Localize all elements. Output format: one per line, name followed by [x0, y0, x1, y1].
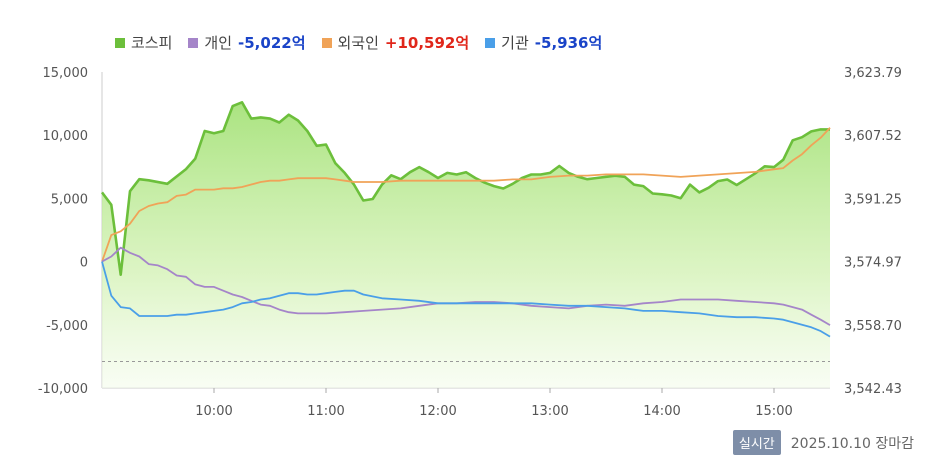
legend-name: 개인 — [204, 34, 233, 52]
legend-item[interactable]: 외국인 +10,592억 — [321, 32, 470, 53]
legend-value: -5,022억 — [238, 34, 306, 52]
legend-item[interactable]: 개인 -5,022억 — [188, 32, 306, 53]
legend-item[interactable]: 코스피 — [115, 32, 172, 53]
y-right-tick-label: 3,623.79 — [844, 66, 902, 81]
x-tick-label: 10:00 — [195, 404, 232, 419]
market-close-date: 2025.10.10 장마감 — [790, 435, 914, 452]
y-right-tick-label: 3,591.25 — [844, 192, 902, 207]
x-tick-label: 13:00 — [531, 404, 568, 419]
kospi-area — [102, 102, 830, 389]
legend-swatch-icon — [188, 37, 199, 48]
y-right-tick-label: 3,574.97 — [844, 256, 902, 271]
legend-name: 코스피 — [131, 34, 173, 52]
x-tick-label: 14:00 — [643, 404, 680, 419]
footer: 실시간 2025.10.10 장마감 — [732, 430, 914, 455]
y-right-tick-label: 3,607.52 — [844, 129, 902, 144]
legend-name: 외국인 — [337, 34, 379, 52]
x-tick-label: 12:00 — [419, 404, 456, 419]
institution-line — [101, 261, 831, 338]
legend-value: -5,936억 — [534, 34, 603, 52]
y-left-tick-label: -10,000 — [38, 382, 88, 397]
y-right-tick-label: 3,558.70 — [844, 319, 902, 334]
x-tick-label: 15:00 — [755, 404, 792, 419]
legend-swatch-icon — [321, 37, 332, 48]
legend-swatch-icon — [115, 37, 125, 48]
legend: 코스피 개인 -5,022억 외국인 +10,592억 기관 -5,936억 — [115, 32, 602, 53]
foreign-line — [101, 127, 831, 262]
x-tick-label: 11:00 — [307, 404, 344, 419]
legend-swatch-icon — [485, 37, 496, 48]
legend-name: 기관 — [501, 34, 529, 52]
y-left-tick-label: 5,000 — [51, 192, 88, 207]
y-left-tick-label: 0 — [80, 256, 88, 271]
realtime-badge[interactable]: 실시간 — [732, 430, 781, 455]
line-layer — [100, 101, 831, 338]
legend-value: +10,592억 — [384, 34, 470, 52]
kospi-line — [100, 101, 830, 276]
area-layer — [102, 102, 830, 389]
individual-line — [101, 246, 831, 326]
y-left-tick-label: 15,000 — [43, 66, 89, 81]
y-left-tick-label: -5,000 — [46, 319, 88, 334]
legend-item[interactable]: 기관 -5,936억 — [485, 32, 602, 53]
y-right-tick-label: 3,542.43 — [844, 382, 902, 397]
axis-layer: 15,000 10,000 5,000 0 -5,000 -10,000 3,623.79 3… — [38, 66, 902, 419]
y-left-tick-label: 10,000 — [43, 129, 89, 144]
